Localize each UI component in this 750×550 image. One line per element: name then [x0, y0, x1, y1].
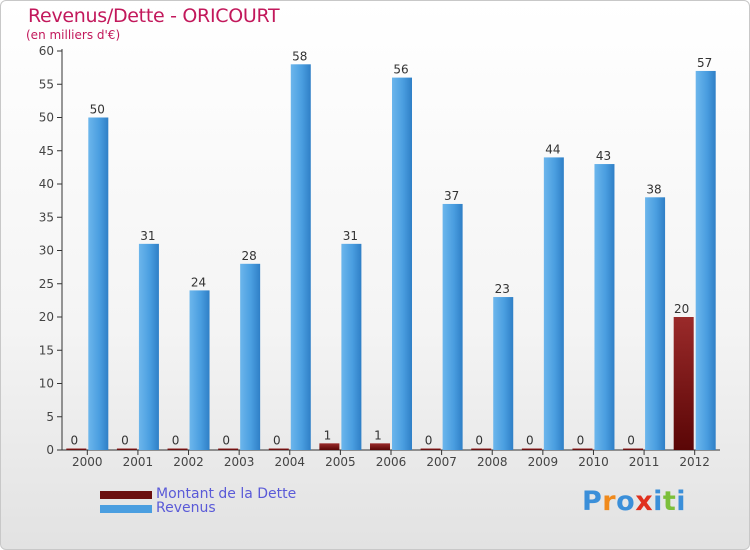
- bar-dette: [471, 448, 492, 450]
- data-label-revenus: 31: [140, 229, 155, 243]
- logo-letter: x: [635, 486, 654, 517]
- bar-revenus: [341, 243, 362, 450]
- y-tick-label: 45: [39, 144, 54, 158]
- data-label-dette: 0: [627, 434, 635, 448]
- bar-dette: [66, 448, 87, 450]
- data-label-revenus: 56: [393, 63, 408, 77]
- x-tick-label: 2012: [679, 455, 710, 469]
- x-tick-label: 2001: [123, 455, 154, 469]
- x-tick-label: 2007: [426, 455, 457, 469]
- data-label-revenus: 44: [545, 142, 560, 156]
- bar-revenus: [645, 197, 666, 450]
- y-tick-label: 40: [39, 177, 54, 191]
- bar-dette: [521, 448, 542, 450]
- data-label-dette: 1: [324, 428, 332, 442]
- bar-revenus: [240, 263, 261, 450]
- data-label-dette: 0: [526, 434, 534, 448]
- bar-dette: [370, 443, 390, 450]
- x-tick-label: 2004: [274, 455, 305, 469]
- data-label-revenus: 38: [646, 182, 661, 196]
- bar-dette: [572, 448, 593, 450]
- legend-swatch-dette: [100, 491, 152, 499]
- x-tick-label: 2008: [477, 455, 508, 469]
- bar-revenus: [442, 203, 463, 450]
- y-tick-label: 30: [39, 244, 54, 258]
- chart-title: Revenus/Dette - ORICOURT: [28, 5, 280, 27]
- bar-dette: [623, 448, 644, 450]
- y-tick-label: 5: [46, 410, 54, 424]
- y-tick-label: 60: [39, 44, 54, 58]
- data-label-revenus: 43: [596, 149, 611, 163]
- y-tick-label: 15: [39, 343, 54, 357]
- data-label-dette: 20: [674, 302, 689, 316]
- x-tick-label: 2011: [629, 455, 660, 469]
- legend-label-dette: Montant de la Dette: [156, 486, 297, 502]
- x-tick-label: 2009: [528, 455, 559, 469]
- data-label-revenus: 57: [697, 56, 712, 70]
- y-tick-label: 55: [39, 77, 54, 91]
- x-tick-label: 2005: [325, 455, 356, 469]
- bar-dette: [116, 448, 137, 450]
- chart-labels: 0 50 0 31 0 24 0 28 0 58 1 31 1 56 0 37 0 23 0 44 0 43 0 38 20 57: [70, 49, 712, 447]
- data-label-revenus: 24: [191, 275, 206, 289]
- data-label-dette: 1: [374, 428, 382, 442]
- bar-revenus: [189, 290, 210, 450]
- data-label-dette: 0: [273, 434, 281, 448]
- logo-letter: P: [582, 486, 603, 517]
- data-label-dette: 0: [475, 434, 483, 448]
- bar-revenus: [493, 297, 514, 450]
- chart-bars: [66, 64, 716, 451]
- proxiti-logo: Proxiti: [582, 486, 686, 517]
- data-label-revenus: 28: [242, 249, 257, 263]
- data-label-dette: 0: [172, 434, 180, 448]
- data-label-revenus: 31: [343, 229, 358, 243]
- data-label-revenus: 23: [495, 282, 510, 296]
- bar-revenus: [138, 243, 159, 450]
- logo-letter: t: [662, 486, 677, 517]
- bar-dette: [420, 448, 441, 450]
- y-tick-label: 25: [39, 277, 54, 291]
- data-label-revenus: 37: [444, 189, 459, 203]
- data-label-dette: 0: [577, 434, 585, 448]
- legend-label-revenus: Revenus: [156, 500, 216, 516]
- x-tick-label: 2010: [578, 455, 609, 469]
- x-tick-label: 2006: [376, 455, 407, 469]
- bar-dette: [319, 443, 340, 450]
- logo-letter: i: [676, 486, 687, 517]
- data-label-dette: 0: [70, 434, 78, 448]
- bar-revenus: [88, 117, 109, 450]
- legend-swatch-revenus: [100, 505, 152, 513]
- bar-revenus: [392, 77, 412, 450]
- bar-revenus: [290, 64, 311, 451]
- y-tick-label: 50: [39, 111, 54, 125]
- logo-letter: o: [616, 486, 636, 517]
- data-label-revenus: 50: [90, 103, 105, 117]
- y-tick-label: 10: [39, 377, 54, 391]
- chart-subtitle: (en milliers d'€): [26, 28, 121, 42]
- bar-dette: [673, 317, 694, 450]
- y-tick-label: 20: [39, 310, 54, 324]
- x-tick-label: 2002: [173, 455, 204, 469]
- logo-letter: i: [653, 486, 663, 517]
- bar-dette: [167, 448, 188, 450]
- x-tick-label: 2003: [224, 455, 255, 469]
- x-tick-label: 2000: [72, 455, 103, 469]
- bar-revenus: [594, 164, 615, 451]
- data-label-dette: 0: [222, 434, 230, 448]
- data-label-dette: 0: [121, 434, 129, 448]
- y-tick-label: 0: [46, 443, 54, 457]
- bar-dette: [268, 448, 289, 450]
- logo-letter: r: [602, 486, 617, 517]
- data-label-revenus: 58: [292, 49, 307, 63]
- bar-revenus: [543, 157, 564, 450]
- bar-dette: [218, 448, 239, 450]
- bar-revenus: [695, 70, 716, 450]
- y-tick-label: 35: [39, 210, 54, 224]
- data-label-dette: 0: [425, 434, 433, 448]
